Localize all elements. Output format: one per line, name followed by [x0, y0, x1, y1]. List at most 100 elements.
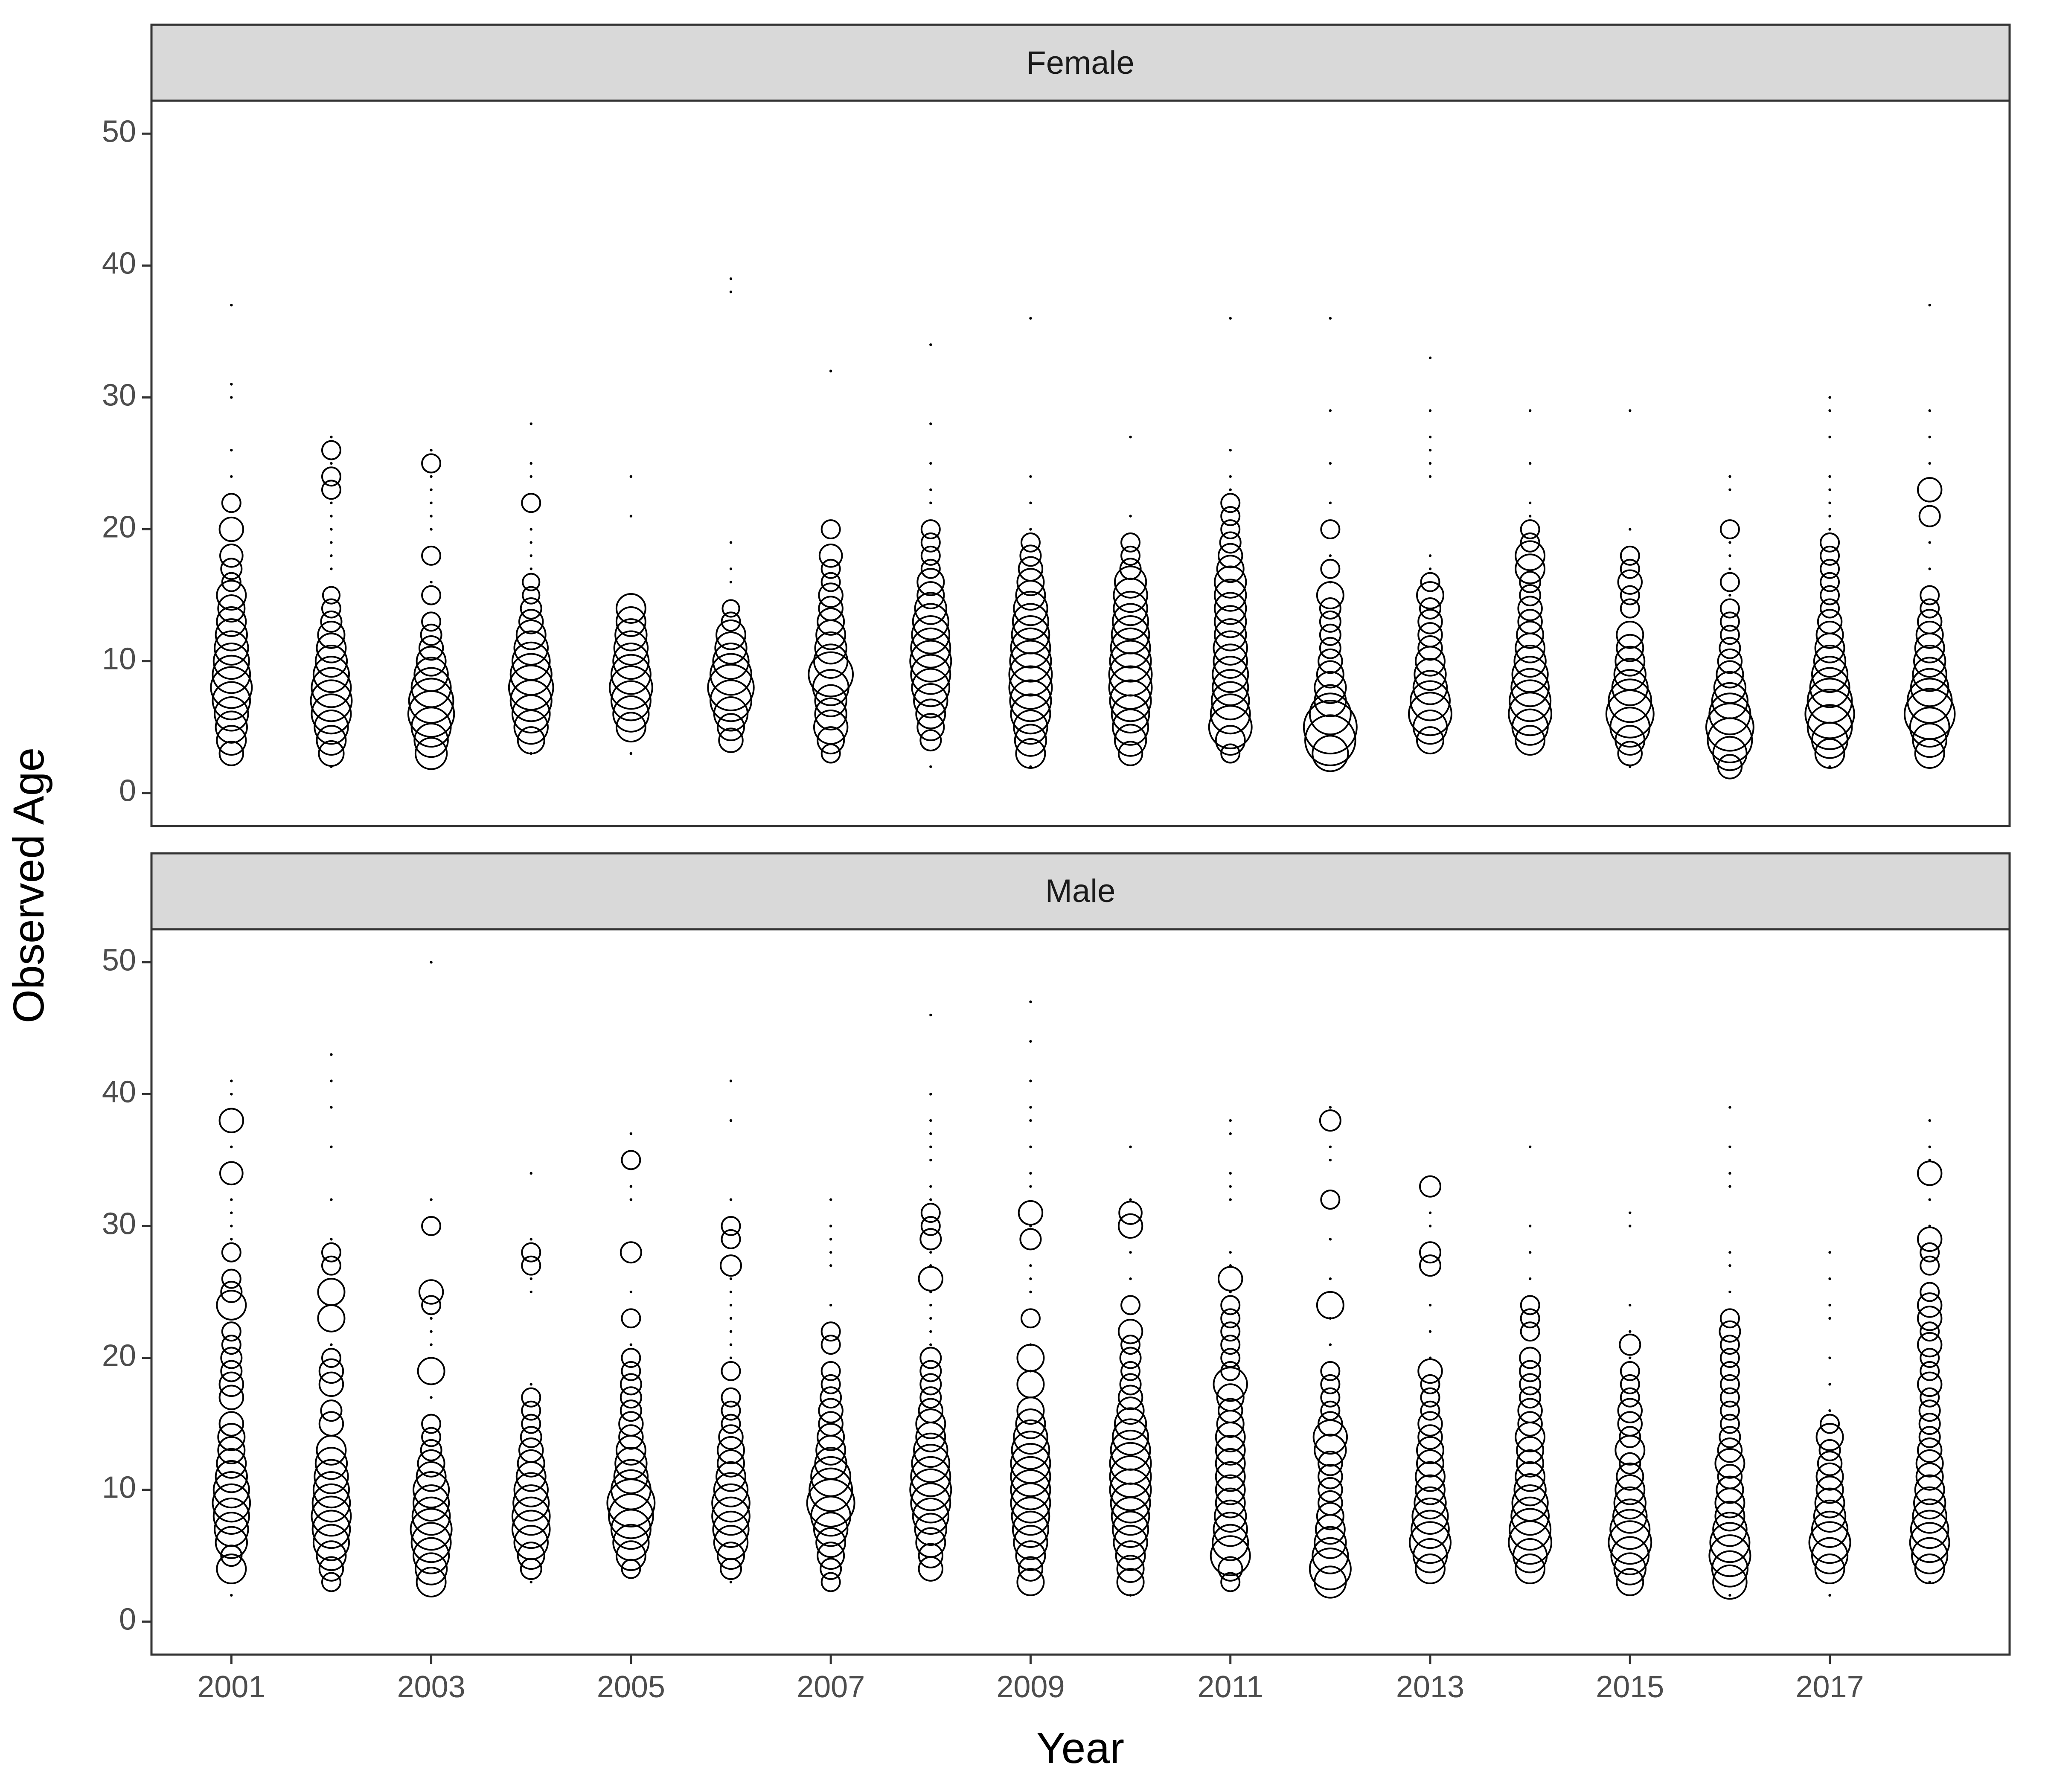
male-bubble-2014-age-30: [1528, 1225, 1532, 1228]
male-bubble-2009-age-4: [1018, 1556, 1044, 1582]
female-bubble-2012-age-6: [1309, 692, 1352, 736]
male-bubble-2016-age-4: [1711, 1550, 1748, 1588]
female-bubble-2016-age-17: [1728, 567, 1731, 570]
male-bubble-2007-age-5: [817, 1542, 845, 1570]
female-bubble-2001-age-10: [212, 643, 250, 680]
male-bubble-2012-age-4: [1309, 1548, 1352, 1591]
male-bubble-2012-age-18: [1320, 1374, 1341, 1394]
male-bubble-2008-age-40: [929, 1093, 932, 1096]
female-bubble-2011-age-22: [1220, 493, 1241, 513]
male-bubble-2006-age-19: [721, 1361, 741, 1381]
female-bubble-2003-age-13: [421, 611, 442, 632]
male-bubble-2016-age-16: [1719, 1400, 1740, 1421]
male-bubble-2001-age-21: [221, 1335, 241, 1355]
male-bubble-2007-age-30: [829, 1225, 832, 1228]
female-bubble-2002-age-20: [330, 528, 333, 531]
male-bubble-2012-age-39: [1329, 1106, 1332, 1109]
male-bubble-2007-age-10: [809, 1467, 853, 1512]
male-bubble-2012-age-5: [1312, 1537, 1349, 1574]
female-bubble-2010-age-11: [1110, 627, 1151, 669]
female-bubble-2012-age-16: [1329, 580, 1332, 584]
male-bubble-2012-age-21: [1329, 1343, 1332, 1346]
female-bubble-2017-age-27: [1828, 435, 1831, 439]
male-bubble-2011-age-19: [1220, 1361, 1241, 1381]
female-bubble-2002-age-15: [322, 586, 341, 605]
female-bubble-2001-age-4: [216, 725, 247, 756]
male-bubble-2012-age-38: [1319, 1109, 1341, 1132]
male-bubble-2013-age-13: [1416, 1436, 1444, 1464]
male-bubble-2001-age-24: [216, 1289, 247, 1321]
male-bubble-2013-age-16: [1420, 1400, 1440, 1421]
male-bubble-2009-age-6: [1013, 1525, 1048, 1560]
male-bubble-2008-age-7: [914, 1513, 947, 1546]
female-bubble-2013-age-4: [1416, 726, 1444, 755]
male-bubble-2015-age-18: [1620, 1374, 1640, 1394]
female-bubble-2007-age-11: [814, 631, 847, 665]
male-bubble-2013-age-22: [1428, 1330, 1432, 1333]
male-bubble-2007-age-24: [829, 1303, 832, 1307]
male-bubble-2014-age-8: [1510, 1496, 1550, 1536]
female-bubble-2012-age-4: [1304, 714, 1356, 766]
female-bubble-2014-age-25: [1528, 462, 1532, 465]
female-bubble-2005-age-9: [610, 654, 652, 695]
female-bubble-2016-age-20: [1719, 519, 1740, 540]
female-bubble-2006-age-17: [729, 567, 733, 570]
male-bubble-2014-age-7: [1509, 1508, 1552, 1551]
male-bubble-2017-age-13: [1818, 1439, 1841, 1461]
male-bubble-2017-age-20: [1828, 1356, 1831, 1359]
female-bubble-2002-age-19: [330, 541, 333, 544]
female-bubble-2016-age-7: [1711, 682, 1748, 719]
female-bubble-2010-age-19: [1120, 532, 1141, 553]
female-bubble-2009-age-19: [1020, 532, 1041, 553]
male-bubble-2004-age-26: [529, 1277, 532, 1280]
female-bubble-2009-age-12: [1011, 615, 1050, 655]
male-bubble-2009-age-14: [1013, 1419, 1048, 1455]
female-bubble-2006-age-12: [716, 619, 746, 650]
female-bubble-2015-age-3: [1617, 741, 1643, 766]
female-bubble-2011-age-13: [1214, 605, 1247, 638]
male-bubble-2008-age-27: [929, 1264, 932, 1267]
male-bubble-2014-age-17: [1519, 1386, 1542, 1409]
female-bubble-2008-age-15: [916, 581, 945, 610]
male-bubble-2005-age-35: [621, 1150, 641, 1170]
male-bubble-2017-age-16: [1828, 1409, 1831, 1412]
male-bubble-2007-age-32: [829, 1198, 832, 1201]
male-bubble-2002-age-43: [330, 1053, 333, 1056]
male-bubble-2013-age-4: [1415, 1553, 1446, 1585]
x-axis-title: Year: [1036, 1724, 1124, 1772]
male-bubble-2003-age-19: [417, 1357, 445, 1385]
male-bubble-2010-age-14: [1111, 1418, 1149, 1456]
male-bubble-2001-age-17: [218, 1385, 244, 1410]
female-bubble-2013-age-9: [1414, 657, 1447, 691]
female-bubble-2008-age-10: [909, 640, 952, 683]
female-bubble-2017-age-14: [1820, 598, 1840, 619]
male-bubble-2012-age-12: [1318, 1451, 1343, 1476]
male-bubble-2003-age-14: [421, 1427, 442, 1447]
female-bubble-2018-age-25: [1928, 462, 1931, 465]
male-bubble-2013-age-18: [1420, 1374, 1440, 1394]
male-bubble-2003-age-11: [416, 1461, 447, 1492]
female-bubble-2004-age-12: [515, 619, 547, 650]
male-bubble-2011-age-37: [1229, 1132, 1232, 1135]
male-bubble-2011-age-8: [1214, 1499, 1247, 1533]
male-bubble-2018-age-9: [1913, 1486, 1946, 1520]
female-bubble-2010-age-10: [1109, 640, 1152, 683]
male-bubble-2008-age-35: [929, 1158, 932, 1162]
female-bubble-2012-age-29: [1329, 409, 1332, 412]
male-bubble-2009-age-11: [1010, 1456, 1051, 1497]
female-bubble-2014-age-10: [1513, 644, 1547, 678]
female-bubble-2008-age-12: [911, 615, 951, 655]
female-bubble-2001-age-9: [212, 655, 251, 694]
male-bubble-2004-age-9: [512, 1484, 550, 1522]
female-bubble-2006-age-9: [709, 653, 753, 696]
male-bubble-2003-age-24: [421, 1295, 442, 1315]
female-bubble-2007-age-13: [817, 607, 845, 636]
male-bubble-2018-age-17: [1920, 1387, 1940, 1408]
male-bubble-2016-age-22: [1719, 1320, 1741, 1343]
female-bubble-2014-age-21: [1528, 515, 1532, 518]
male-bubble-2014-age-9: [1511, 1484, 1549, 1522]
female-bubble-2001-age-37: [230, 303, 233, 307]
male-bubble-2009-age-36: [1029, 1145, 1032, 1149]
male-bubble-2016-age-36: [1728, 1145, 1731, 1149]
female-bubble-2008-age-23: [929, 488, 932, 492]
